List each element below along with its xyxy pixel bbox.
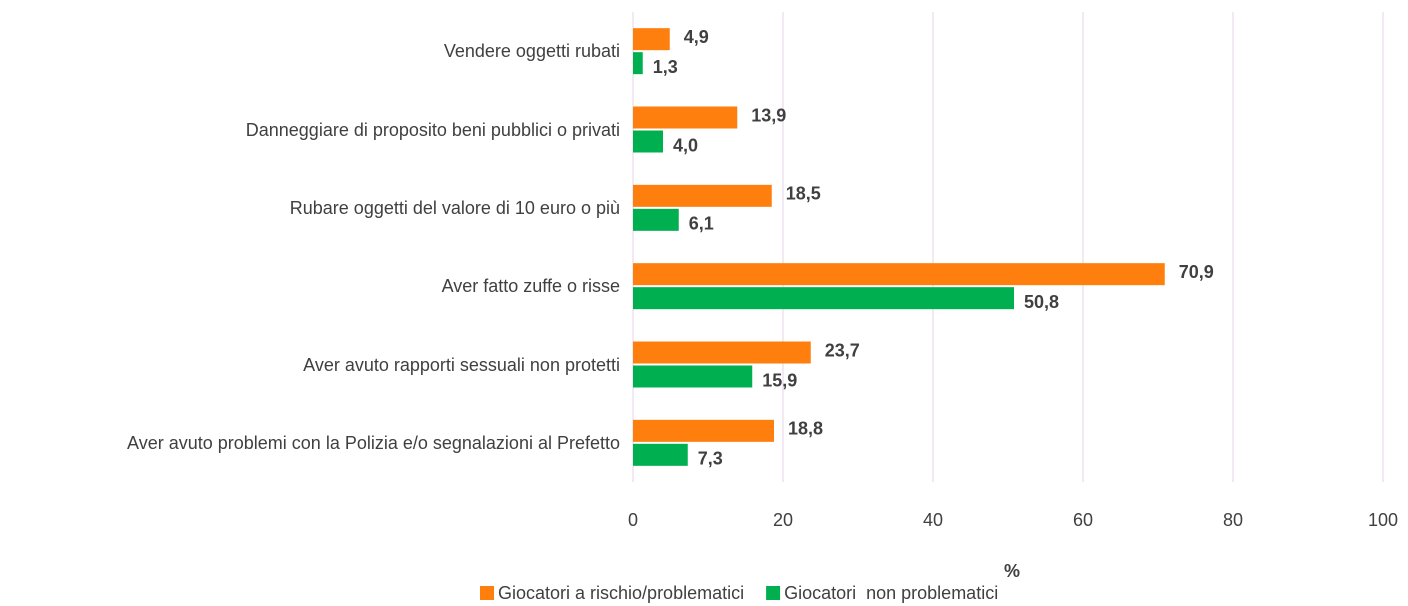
legend-swatch bbox=[480, 586, 494, 600]
bar bbox=[633, 184, 772, 207]
bar bbox=[633, 106, 738, 129]
x-tick-label: 0 bbox=[628, 510, 638, 530]
bar bbox=[633, 287, 1014, 310]
x-tick-label: 20 bbox=[773, 510, 793, 530]
data-label: 18,8 bbox=[788, 419, 823, 439]
bar bbox=[633, 443, 688, 466]
category-label: Vendere oggetti rubati bbox=[443, 41, 620, 62]
data-label: 4,0 bbox=[673, 135, 698, 155]
data-label: 50,8 bbox=[1024, 292, 1059, 312]
x-tick-label: 100 bbox=[1368, 510, 1398, 530]
x-tick-label: 80 bbox=[1223, 510, 1243, 530]
bar bbox=[633, 208, 679, 231]
x-axis-label: % bbox=[1004, 561, 1020, 581]
category-label: Aver fatto zuffe o risse bbox=[441, 276, 620, 297]
data-label: 23,7 bbox=[825, 340, 860, 360]
bar bbox=[633, 52, 643, 75]
x-tick-label: 40 bbox=[923, 510, 943, 530]
legend-swatch bbox=[766, 586, 781, 600]
bar bbox=[633, 263, 1165, 286]
bar bbox=[633, 341, 811, 364]
legend-label: Giocatori a rischio/problematici bbox=[498, 583, 744, 603]
x-tick-label: 60 bbox=[1073, 510, 1093, 530]
bar bbox=[633, 419, 774, 442]
bar bbox=[633, 28, 670, 51]
category-label: Rubare oggetti del valore di 10 euro o p… bbox=[289, 197, 620, 218]
category-label: Aver avuto problemi con la Polizia e/o s… bbox=[127, 432, 620, 453]
bar bbox=[633, 130, 663, 153]
data-label: 7,3 bbox=[698, 449, 723, 469]
data-label: 15,9 bbox=[762, 370, 797, 390]
data-label: 70,9 bbox=[1179, 262, 1214, 282]
bar bbox=[633, 365, 753, 388]
data-label: 1,3 bbox=[653, 57, 678, 77]
category-label: Danneggiare di proposito beni pubblici o… bbox=[245, 119, 620, 140]
category-label: Aver avuto rapporti sessuali non protett… bbox=[303, 354, 620, 375]
data-label: 13,9 bbox=[751, 105, 786, 125]
data-label: 18,5 bbox=[786, 184, 821, 204]
data-label: 4,9 bbox=[684, 27, 709, 47]
data-label: 6,1 bbox=[689, 214, 714, 234]
legend-label: Giocatori non problematici bbox=[784, 583, 998, 603]
